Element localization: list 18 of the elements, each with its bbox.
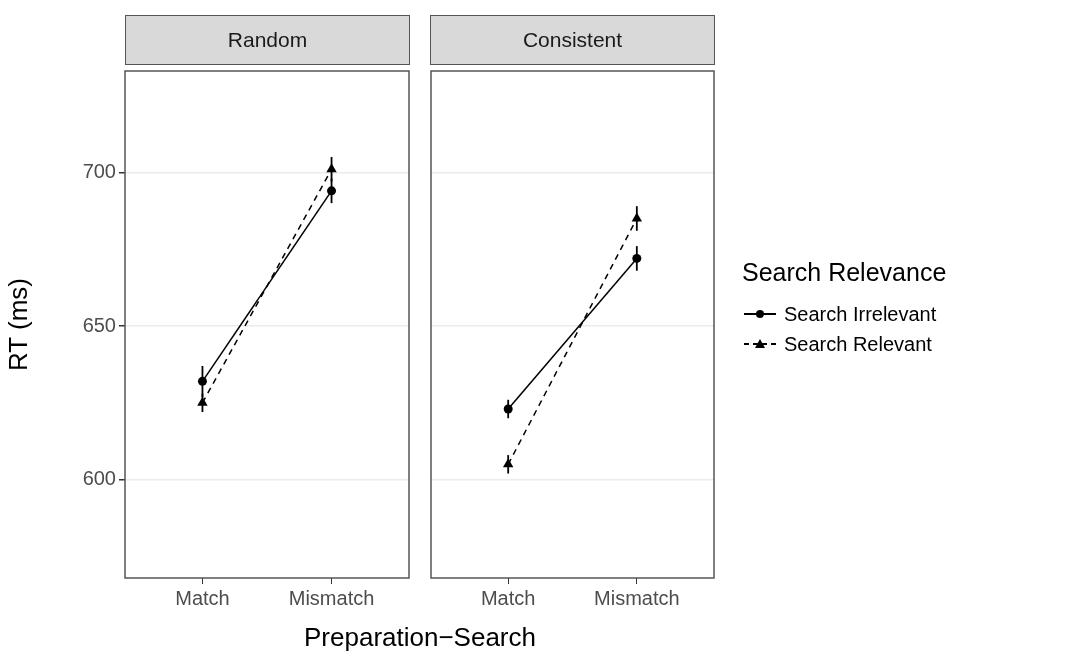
y-tick-label: 650	[82, 313, 116, 336]
x-axis-title: Preparation−Search	[303, 622, 537, 653]
legend-title: Search Relevance	[742, 258, 947, 287]
x-tick-label: Mismatch	[288, 586, 375, 609]
legend-label: Search Irrelevant	[784, 302, 937, 326]
x-tick-label: Match	[175, 586, 230, 609]
point	[327, 186, 337, 196]
point	[632, 253, 642, 263]
point	[503, 404, 513, 414]
y-axis-title: RT (ms)	[2, 278, 33, 371]
point	[197, 376, 207, 386]
x-tick-label: Match	[480, 586, 536, 609]
chart-title: Random	[125, 15, 410, 65]
chart-title: Consistent	[430, 15, 715, 65]
legend-label: Search Relevant	[784, 332, 932, 356]
y-tick-label: 600	[82, 467, 116, 490]
y-tick-label: 700	[82, 159, 116, 182]
x-tick-label: Mismatch	[594, 586, 680, 609]
